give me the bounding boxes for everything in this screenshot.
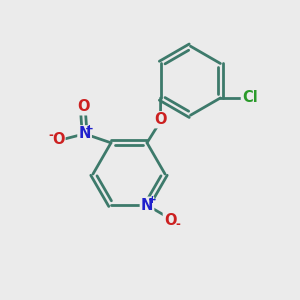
Text: +: +: [85, 124, 94, 134]
Text: O: O: [164, 213, 176, 228]
Text: Cl: Cl: [242, 91, 258, 106]
Text: N: N: [141, 198, 153, 213]
Text: O: O: [154, 112, 167, 127]
Text: N: N: [78, 126, 91, 141]
Text: -: -: [176, 218, 181, 231]
Text: O: O: [77, 99, 89, 114]
Text: -: -: [48, 129, 53, 142]
Text: +: +: [148, 195, 157, 205]
Text: O: O: [52, 132, 64, 147]
